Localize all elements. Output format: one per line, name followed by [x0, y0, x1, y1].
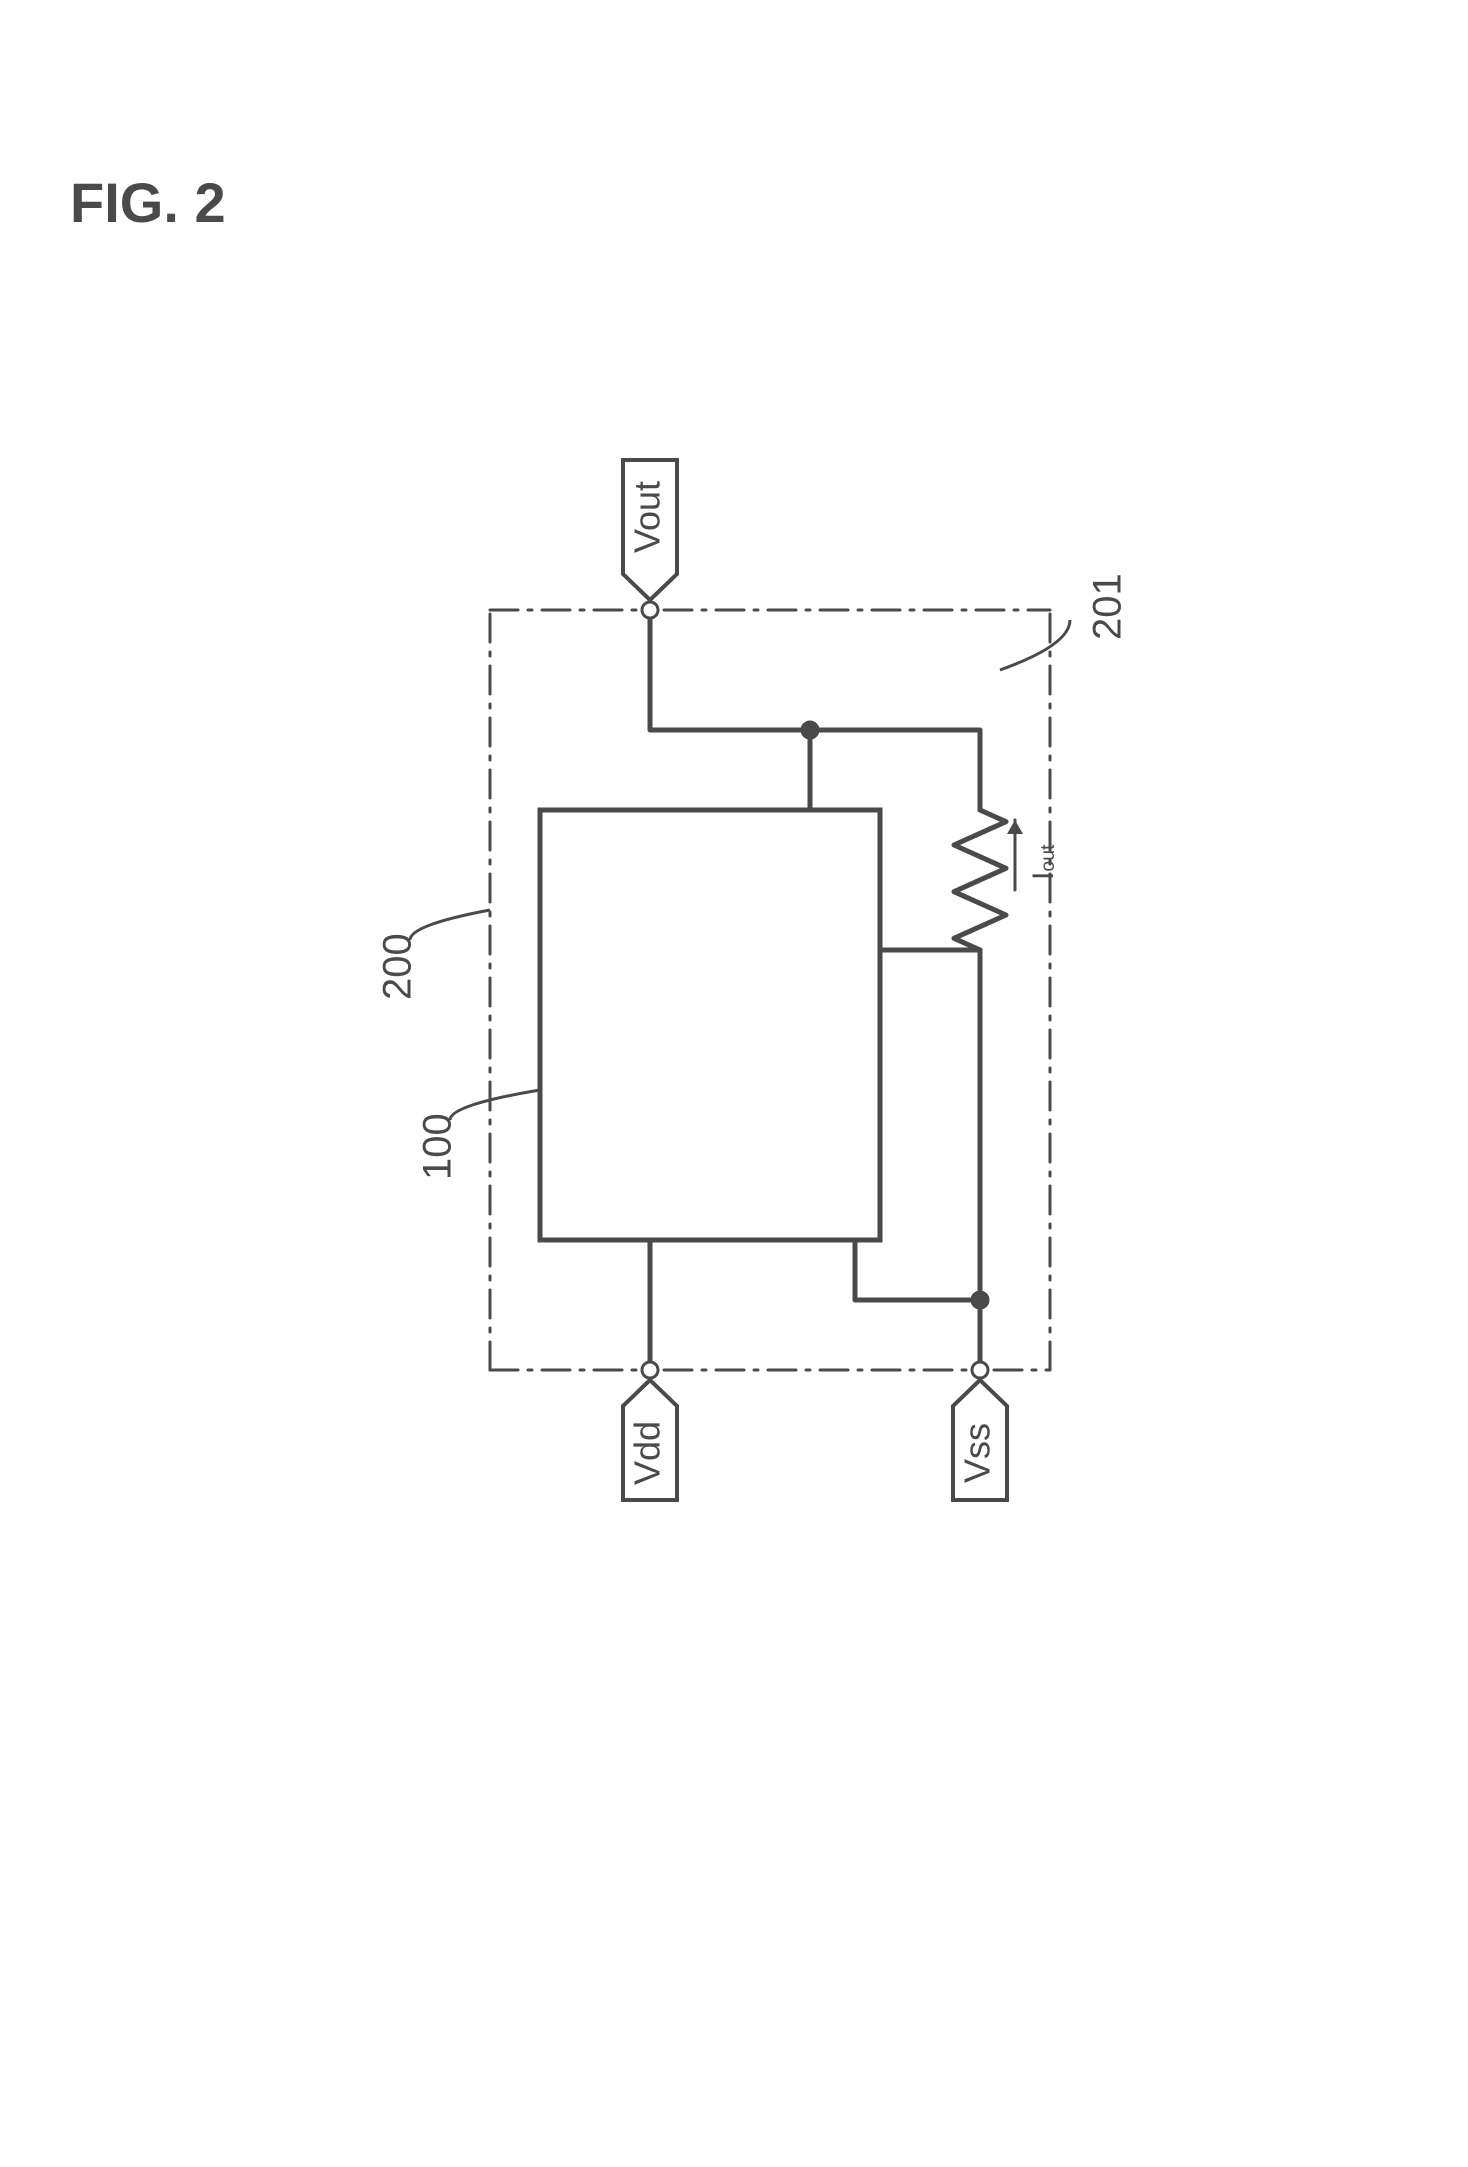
svg-text:201: 201 — [1086, 573, 1130, 640]
svg-text:Vdd: Vdd — [627, 1421, 668, 1485]
svg-text:Vss: Vss — [957, 1423, 998, 1483]
page: FIG. 2 VddVssVoutIout100200201 — [0, 0, 1468, 2167]
circuit-diagram: Vdd Vss Vout Iout 100 200 201 — [0, 0, 1468, 2167]
svg-text:Vout: Vout — [627, 481, 668, 553]
svg-text:200: 200 — [376, 933, 420, 1000]
svg-text:Iout: Iout — [1027, 844, 1060, 880]
svg-text:100: 100 — [416, 1113, 460, 1180]
